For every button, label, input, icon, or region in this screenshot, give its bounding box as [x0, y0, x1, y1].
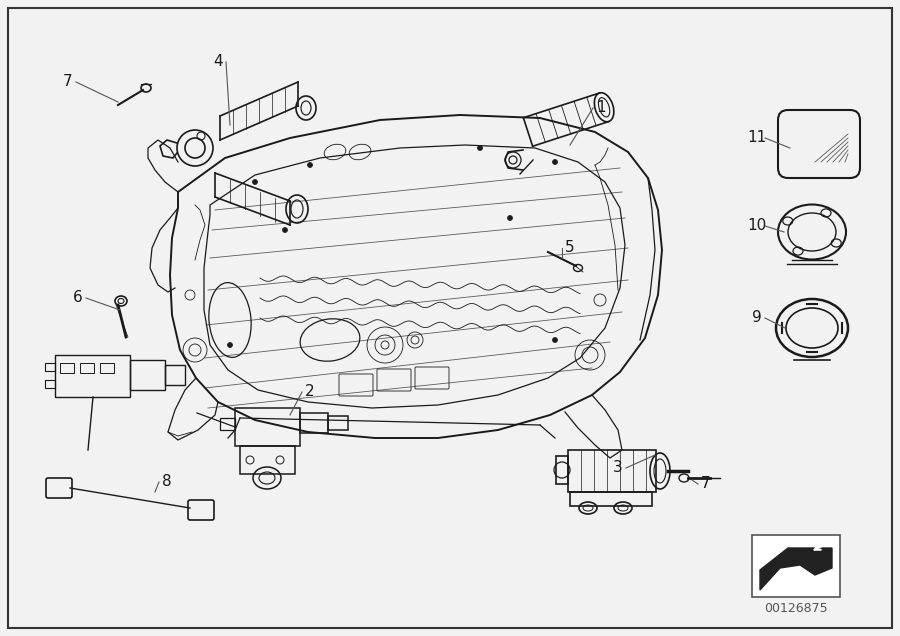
Circle shape: [253, 179, 257, 184]
Text: 2: 2: [305, 385, 315, 399]
Bar: [570, 492, 652, 506]
Bar: [235, 408, 300, 446]
Circle shape: [478, 146, 482, 151]
Text: 8: 8: [162, 474, 172, 490]
Bar: [45, 363, 55, 371]
Text: 1: 1: [596, 100, 606, 116]
Bar: [568, 450, 656, 492]
Text: 10: 10: [747, 219, 767, 233]
Text: 7: 7: [63, 74, 73, 90]
Bar: [556, 456, 568, 484]
Circle shape: [228, 343, 232, 347]
Circle shape: [553, 338, 557, 343]
Bar: [300, 413, 328, 433]
Text: 4: 4: [213, 55, 223, 69]
Text: 9: 9: [752, 310, 762, 326]
Bar: [130, 360, 165, 390]
Circle shape: [553, 160, 557, 165]
Bar: [55, 355, 130, 397]
Text: 3: 3: [613, 460, 623, 476]
Bar: [328, 416, 348, 430]
Bar: [45, 380, 55, 388]
Text: 11: 11: [747, 130, 767, 146]
Bar: [100, 363, 114, 373]
Bar: [240, 446, 295, 474]
Bar: [752, 535, 840, 597]
Text: 00126875: 00126875: [764, 602, 828, 614]
Circle shape: [308, 163, 312, 167]
Circle shape: [283, 228, 287, 233]
Text: 5: 5: [565, 240, 575, 256]
Polygon shape: [760, 548, 832, 590]
Text: 7: 7: [701, 476, 711, 492]
Text: 6: 6: [73, 291, 83, 305]
Bar: [220, 418, 235, 430]
Bar: [60, 363, 74, 373]
Bar: [165, 365, 185, 385]
Circle shape: [508, 216, 512, 221]
Bar: [80, 363, 94, 373]
